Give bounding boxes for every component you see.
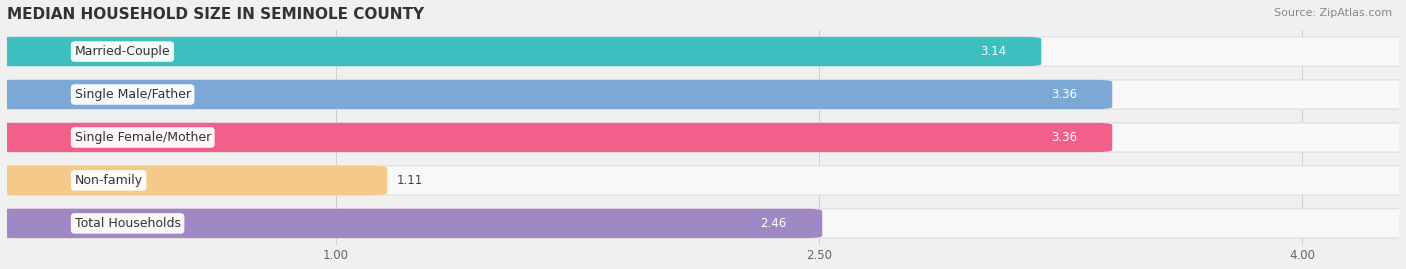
FancyBboxPatch shape [0,123,1406,152]
Text: 3.36: 3.36 [1050,131,1077,144]
Text: Total Households: Total Households [75,217,180,230]
Text: Non-family: Non-family [75,174,143,187]
Text: 3.14: 3.14 [980,45,1005,58]
Text: Source: ZipAtlas.com: Source: ZipAtlas.com [1274,8,1392,18]
FancyBboxPatch shape [0,209,823,238]
FancyBboxPatch shape [0,37,1042,66]
FancyBboxPatch shape [0,123,1112,152]
Text: 3.36: 3.36 [1050,88,1077,101]
Text: 1.11: 1.11 [396,174,423,187]
Text: Single Male/Father: Single Male/Father [75,88,191,101]
FancyBboxPatch shape [0,80,1112,109]
FancyBboxPatch shape [0,80,1406,109]
FancyBboxPatch shape [0,209,1406,238]
FancyBboxPatch shape [0,37,1406,66]
Text: Single Female/Mother: Single Female/Mother [75,131,211,144]
FancyBboxPatch shape [0,166,1406,195]
FancyBboxPatch shape [0,166,387,195]
Text: MEDIAN HOUSEHOLD SIZE IN SEMINOLE COUNTY: MEDIAN HOUSEHOLD SIZE IN SEMINOLE COUNTY [7,7,425,22]
Text: Married-Couple: Married-Couple [75,45,170,58]
Text: 2.46: 2.46 [761,217,787,230]
